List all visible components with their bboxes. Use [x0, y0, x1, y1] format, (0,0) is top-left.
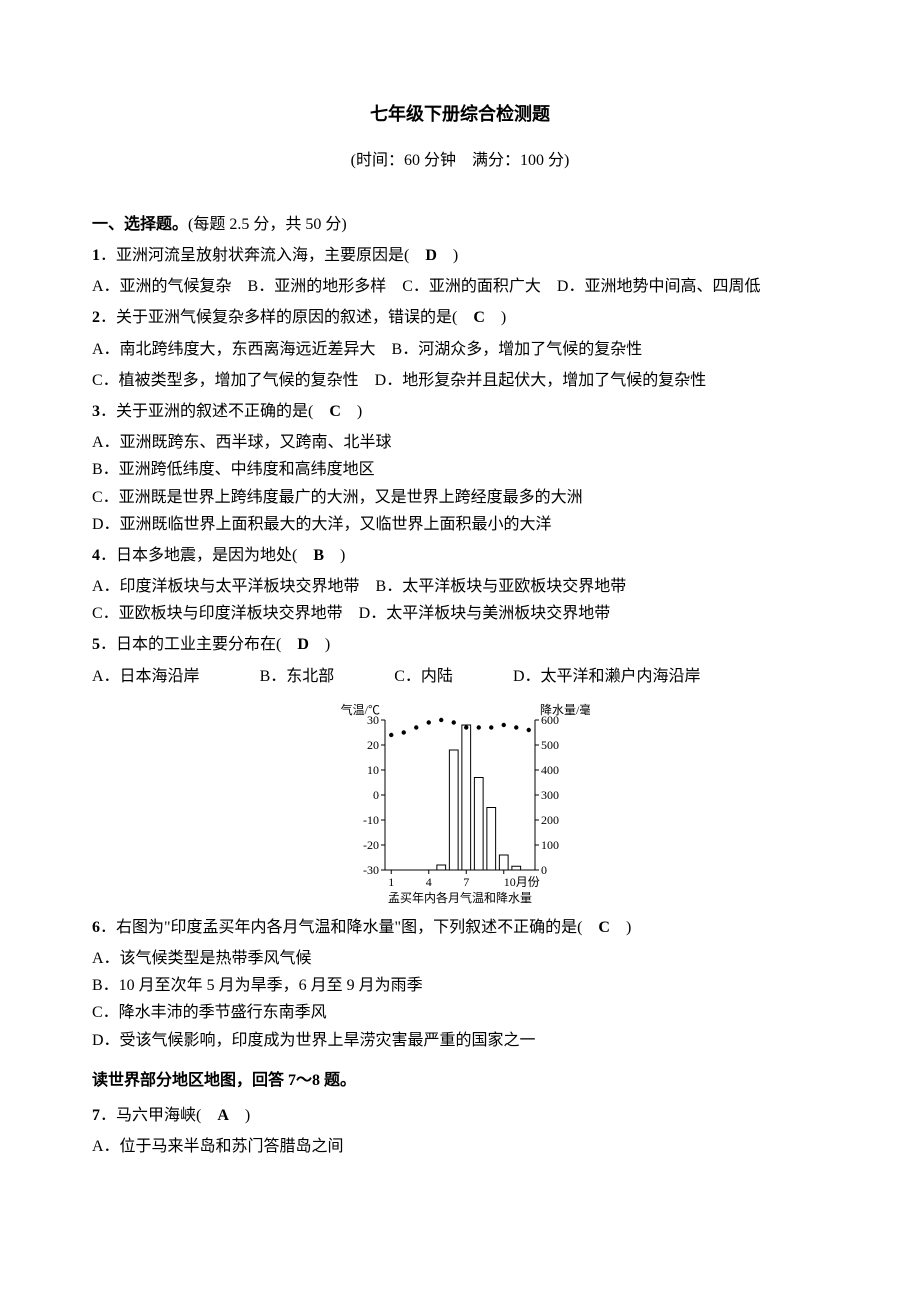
svg-text:600: 600	[541, 713, 559, 727]
q5-d: D．太平洋和濑户内海沿岸	[513, 663, 701, 690]
page-subtitle: (时间：60 分钟 满分：100 分)	[60, 146, 860, 170]
svg-text:10月份: 10月份	[504, 875, 540, 889]
svg-text:-30: -30	[363, 863, 379, 877]
svg-text:-20: -20	[363, 838, 379, 852]
q3-b: B．亚洲跨低纬度、中纬度和高纬度地区	[92, 456, 860, 483]
question-3: 3．关于亚洲的叙述不正确的是( C )	[60, 398, 860, 425]
q1-text: ．亚洲河流呈放射状奔流入海，主要原因是(	[100, 247, 425, 264]
q7-text: ．马六甲海峡(	[100, 1107, 217, 1124]
page-title: 七年级下册综合检测题	[60, 100, 860, 126]
svg-text:20: 20	[367, 738, 379, 752]
q3-tail: )	[341, 403, 362, 420]
section-heading-bold: 一、选择题。	[92, 216, 188, 233]
svg-text:400: 400	[541, 763, 559, 777]
question-7: 7．马六甲海峡( A )	[60, 1102, 860, 1129]
svg-text:30: 30	[367, 713, 379, 727]
q4-tail: )	[324, 547, 345, 564]
question-6: 6．右图为"印度孟买年内各月气温和降水量"图，下列叙述不正确的是( C )	[60, 914, 860, 941]
q5-tail: )	[309, 636, 330, 653]
instruction-7-8: 读世界部分地区地图，回答 7～8 题。	[60, 1066, 860, 1090]
q6-b: B．10 月至次年 5 月为旱季，6 月至 9 月为雨季	[92, 972, 860, 999]
svg-text:500: 500	[541, 738, 559, 752]
q4-line1: A．印度洋板块与太平洋板块交界地带 B．太平洋板块与亚欧板块交界地带	[92, 573, 860, 600]
q1-num: 1	[92, 247, 100, 264]
q6-num: 6	[92, 919, 100, 936]
q5-answer: D	[297, 636, 309, 653]
q7-a: A．位于马来半岛和苏门答腊岛之间	[92, 1133, 860, 1160]
q5-options: A．日本海沿岸 B．东北部 C．内陆 D．太平洋和濑户内海沿岸	[92, 663, 860, 690]
q6-tail: )	[610, 919, 631, 936]
svg-text:4: 4	[426, 875, 432, 889]
q6-c: C．降水丰沛的季节盛行东南季风	[92, 999, 860, 1026]
q4-num: 4	[92, 547, 100, 564]
q2-optA: A．南北跨纬度大，东西离海远近差异大 B．河湖众多，增加了气候的复杂性	[92, 336, 860, 363]
q2-num: 2	[92, 309, 100, 326]
svg-text:7: 7	[463, 875, 469, 889]
page: 七年级下册综合检测题 (时间：60 分钟 满分：100 分) 一、选择题。(每题…	[0, 0, 920, 1302]
q4-line2: C．亚欧板块与印度洋板块交界地带 D．太平洋板块与美洲板块交界地带	[92, 600, 860, 627]
q1-tail: )	[437, 247, 458, 264]
climate-chart: 气温/℃降水量/毫米3020100-10-20-3060050040030020…	[60, 700, 860, 910]
q3-text: ．关于亚洲的叙述不正确的是(	[100, 403, 329, 420]
climate-chart-svg: 气温/℃降水量/毫米3020100-10-20-3060050040030020…	[330, 700, 590, 910]
section-heading: 一、选择题。(每题 2.5 分，共 50 分)	[60, 210, 860, 234]
q1-answer: D	[425, 247, 437, 264]
q3-answer: C	[329, 403, 341, 420]
q6-d: D．受该气候影响，印度成为世界上旱涝灾害最严重的国家之一	[92, 1027, 860, 1054]
q5-b: B．东北部	[260, 663, 335, 690]
q2-optC-wrap: C．植被类型多，增加了气候的复杂性 D．地形复杂并且起伏大，增加了气候的复杂性	[60, 367, 860, 394]
q7-answer: A	[217, 1107, 229, 1124]
q7-tail: )	[229, 1107, 250, 1124]
q4-text: ．日本多地震，是因为地处(	[100, 547, 313, 564]
q5-num: 5	[92, 636, 100, 653]
q5-text: ．日本的工业主要分布在(	[100, 636, 297, 653]
q4-answer: B	[313, 547, 324, 564]
question-2: 2．关于亚洲气候复杂多样的原因的叙述，错误的是( C )	[60, 304, 860, 331]
q3-a: A．亚洲既跨东、西半球，又跨南、北半球	[92, 429, 860, 456]
question-4: 4．日本多地震，是因为地处( B )	[60, 542, 860, 569]
q1-options: A．亚洲的气候复杂 B．亚洲的地形多样 C．亚洲的面积广大 D．亚洲地势中间高、…	[92, 273, 860, 300]
svg-text:-10: -10	[363, 813, 379, 827]
svg-text:0: 0	[373, 788, 379, 802]
svg-text:孟买年内各月气温和降水量: 孟买年内各月气温和降水量	[388, 890, 532, 905]
svg-text:1: 1	[388, 875, 394, 889]
svg-text:100: 100	[541, 838, 559, 852]
q3-num: 3	[92, 403, 100, 420]
section-heading-rest: (每题 2.5 分，共 50 分)	[188, 216, 347, 233]
q2-tail: )	[485, 309, 506, 326]
question-5: 5．日本的工业主要分布在( D )	[60, 631, 860, 658]
svg-text:300: 300	[541, 788, 559, 802]
svg-text:10: 10	[367, 763, 379, 777]
svg-text:0: 0	[541, 863, 547, 877]
q6-answer: C	[598, 919, 610, 936]
q2-text: ．关于亚洲气候复杂多样的原因的叙述，错误的是(	[100, 309, 473, 326]
q6-text: ．右图为"印度孟买年内各月气温和降水量"图，下列叙述不正确的是(	[100, 919, 598, 936]
q2-optC: C．植被类型多，增加了气候的复杂性 D．地形复杂并且起伏大，增加了气候的复杂性	[92, 372, 706, 389]
question-1: 1．亚洲河流呈放射状奔流入海，主要原因是( D )	[60, 242, 860, 269]
q6-a: A．该气候类型是热带季风气候	[92, 945, 860, 972]
svg-text:200: 200	[541, 813, 559, 827]
q5-a: A．日本海沿岸	[92, 663, 200, 690]
q5-c: C．内陆	[394, 663, 453, 690]
q3-c: C．亚洲既是世界上跨纬度最广的大洲，又是世界上跨经度最多的大洲	[92, 484, 860, 511]
q3-d: D．亚洲既临世界上面积最大的大洋，又临世界上面积最小的大洋	[92, 511, 860, 538]
q7-num: 7	[92, 1107, 100, 1124]
q2-answer: C	[473, 309, 485, 326]
